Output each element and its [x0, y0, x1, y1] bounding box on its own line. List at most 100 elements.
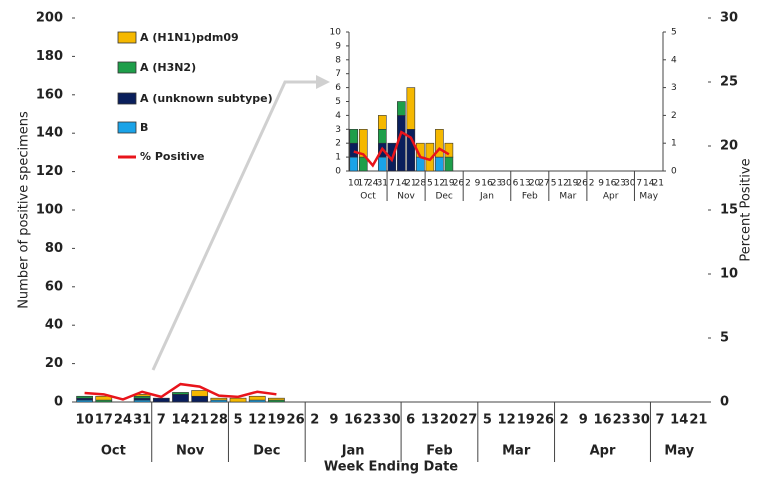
month-label: Apr	[590, 444, 616, 459]
x-tick-label: 14	[643, 179, 655, 189]
legend-swatch	[117, 121, 137, 134]
y2-axis-title: Percent Positive	[739, 158, 754, 261]
x-tick-label: 30	[632, 413, 650, 428]
bar-segment	[349, 156, 359, 172]
x-tick-label: 17	[358, 179, 369, 189]
month-label: Dec	[435, 192, 452, 202]
y-tick-label: 0	[335, 167, 341, 177]
percent-line	[84, 382, 277, 401]
month-label: Oct	[360, 192, 376, 202]
x-tick-label: 27	[538, 179, 549, 189]
x-tick-label: 16	[344, 413, 362, 428]
y2-tick-label: 10	[720, 267, 738, 282]
y2-tick-label: 2	[671, 111, 677, 121]
x-tick-label: 17	[95, 413, 113, 428]
bar-segment	[435, 129, 444, 158]
x-tick-label: 9	[475, 179, 481, 189]
x-tick-label: 5	[234, 413, 243, 428]
x-tick-label: 19	[443, 179, 455, 189]
y-tick-label: 2	[335, 139, 341, 149]
legend-label: A (H1N1)pdm09	[140, 31, 239, 44]
y-tick-label: 0	[54, 395, 63, 410]
y-tick-label: 1	[335, 153, 341, 163]
month-label: Nov	[176, 444, 205, 459]
x-tick-label: 2	[560, 413, 569, 428]
x-tick-label: 12	[498, 413, 516, 428]
x-tick-label: 16	[593, 413, 611, 428]
y-tick-label: 20	[45, 356, 63, 371]
bar-segment	[191, 390, 209, 397]
x-tick-label: 6	[406, 413, 415, 428]
legend-label: A (H3N2)	[140, 61, 196, 74]
x-tick-label: 12	[434, 179, 445, 189]
x-tick-label: 14	[670, 413, 688, 428]
x-tick-label: 13	[519, 179, 530, 189]
y2-tick-label: 15	[720, 203, 738, 218]
x-tick-label: 10	[76, 413, 94, 428]
y-tick-label: 9	[335, 41, 341, 51]
month-label: Apr	[603, 192, 619, 202]
x-tick-label: 9	[579, 413, 588, 428]
x-tick-label: 23	[614, 179, 625, 189]
x-tick-label: 21	[653, 179, 664, 189]
x-tick-label: 9	[598, 179, 604, 189]
y2-tick-label: 0	[671, 167, 677, 177]
bar-segment	[444, 156, 454, 172]
bar-segment	[358, 129, 368, 158]
legend-swatch	[117, 92, 137, 105]
legend-swatch	[117, 31, 137, 44]
month-label: Mar	[502, 444, 531, 459]
x-axis-title: Week Ending Date	[324, 460, 458, 475]
y-axis-title: Number of positive specimens	[17, 111, 32, 309]
x-tick-label: 5	[427, 179, 433, 189]
legend-swatch	[117, 61, 137, 74]
bar-segment	[435, 156, 444, 172]
y-tick-label: 40	[45, 318, 63, 333]
x-tick-label: 23	[613, 413, 631, 428]
y2-tick-label: 4	[671, 55, 677, 65]
callout-arrowhead	[316, 75, 330, 89]
x-tick-label: 28	[210, 413, 228, 428]
y2-tick-label: 3	[671, 83, 677, 93]
bar-segment	[268, 397, 285, 401]
y2-tick-label: 1	[671, 139, 677, 149]
bar-segment	[397, 101, 406, 116]
x-tick-label: 2	[465, 179, 471, 189]
x-tick-label: 13	[421, 413, 439, 428]
month-label: Jan	[479, 192, 494, 202]
bar-segment	[248, 395, 266, 401]
bar-segment	[444, 142, 454, 158]
bar-segment	[76, 395, 93, 399]
y2-tick-label: 20	[720, 139, 738, 154]
x-tick-label: 26	[536, 413, 554, 428]
legend-label: % Positive	[140, 150, 204, 163]
x-tick-label: 7	[656, 413, 665, 428]
x-tick-label: 26	[287, 413, 305, 428]
month-label: May	[639, 192, 658, 202]
x-tick-label: 10	[348, 179, 360, 189]
month-label: May	[664, 444, 694, 459]
x-tick-label: 23	[363, 413, 381, 428]
x-tick-label: 24	[114, 413, 132, 428]
x-tick-label: 21	[689, 413, 707, 428]
x-tick-label: 7	[636, 179, 642, 189]
bar-segment	[210, 397, 228, 401]
bar-segment	[152, 397, 170, 403]
month-label: Dec	[253, 444, 280, 459]
legend-label: B	[140, 121, 148, 134]
x-tick-label: 16	[481, 179, 493, 189]
y-tick-label: 140	[36, 126, 63, 141]
y-tick-label: 60	[45, 279, 63, 294]
y-tick-label: 100	[36, 203, 63, 218]
bar-segment	[349, 129, 359, 144]
x-tick-label: 20	[440, 413, 458, 428]
y2-tick-label: 0	[720, 395, 729, 410]
x-tick-label: 24	[367, 179, 379, 189]
x-tick-label: 30	[382, 413, 400, 428]
bar-segment	[378, 115, 387, 130]
bar-segment	[191, 395, 209, 403]
x-tick-label: 31	[377, 179, 388, 189]
x-tick-label: 2	[589, 179, 595, 189]
x-tick-label: 20	[529, 179, 541, 189]
